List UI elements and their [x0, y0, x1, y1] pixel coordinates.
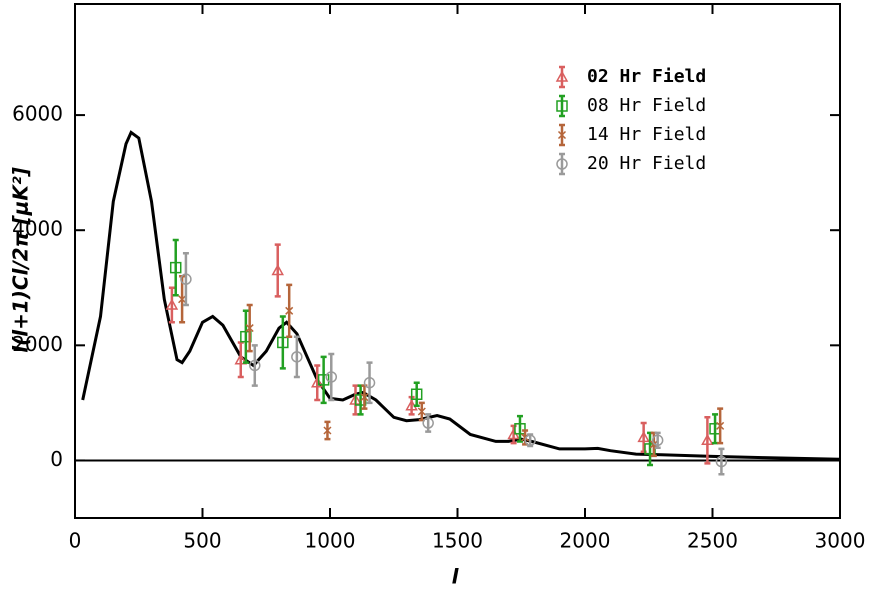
error-bar [559, 65, 565, 89]
data-point [245, 324, 254, 333]
data-point [291, 351, 303, 363]
error-bar [314, 364, 321, 402]
x-tick-label: 2500 [687, 529, 738, 553]
y-tick-label: 6000 [12, 102, 63, 126]
data-point [514, 423, 526, 435]
data-point [178, 295, 187, 304]
error-bar [293, 335, 300, 379]
error-bar [527, 433, 534, 448]
x-tick-label: 1500 [432, 529, 483, 553]
plot-frame [74, 3, 841, 519]
data-point [637, 430, 650, 443]
x-axis-label: l [452, 565, 460, 589]
data-point [323, 426, 332, 435]
error-bar [718, 447, 725, 476]
data-point [422, 417, 434, 429]
legend-marker [555, 70, 569, 82]
data-point [417, 407, 426, 416]
error-bar [712, 413, 719, 445]
data-point [317, 374, 330, 386]
error-bar [559, 94, 565, 118]
data-point [234, 353, 248, 365]
data-point [651, 434, 664, 447]
error-bar [251, 344, 258, 387]
data-point [271, 263, 284, 276]
error-bar [172, 238, 179, 297]
data-point [285, 306, 294, 315]
error-bar [366, 361, 373, 405]
data-point [169, 261, 182, 274]
data-point [310, 376, 324, 388]
data-point [716, 421, 725, 430]
data-point [360, 393, 369, 402]
error-bar [242, 309, 249, 364]
data-point [165, 298, 179, 310]
theory-curve [81, 130, 841, 461]
legend-marker [556, 100, 568, 112]
error-bar [328, 352, 335, 402]
data-point [715, 455, 728, 468]
error-bar [279, 315, 286, 370]
data-point [524, 434, 536, 447]
legend-label: 08 Hr Field [587, 95, 706, 116]
data-point [325, 371, 338, 383]
x-tick-label: 0 [69, 529, 82, 553]
error-bar [274, 243, 281, 298]
legend-label: 14 Hr Field [587, 124, 706, 145]
data-point [249, 359, 261, 372]
legend-label: 02 Hr Field [587, 66, 706, 87]
y-tick-label: 0 [50, 447, 63, 471]
y-tick-label: 4000 [12, 217, 63, 241]
y-tick-label: 2000 [12, 332, 63, 356]
legend-marker [556, 158, 568, 170]
data-point [410, 388, 423, 400]
error-bar [237, 341, 244, 379]
x-tick-label: 1000 [305, 529, 356, 553]
error-bar [516, 414, 523, 443]
data-point [180, 273, 192, 285]
x-tick-label: 3000 [815, 529, 866, 553]
error-bar [168, 286, 175, 324]
error-bar [182, 251, 189, 307]
error-bar [704, 416, 711, 465]
y-axis-label: l(l+1)Cl/2π [μK²] [9, 167, 33, 352]
error-bar [320, 355, 327, 405]
error-bar [413, 381, 420, 408]
legend-label: 20 Hr Field [587, 153, 706, 174]
data-point [701, 433, 714, 446]
error-bar [425, 413, 432, 433]
data-point [277, 336, 289, 349]
data-point [363, 376, 376, 389]
x-tick-label: 2000 [560, 529, 611, 553]
legend-marker [557, 130, 567, 140]
error-bar [559, 152, 565, 176]
x-tick-label: 500 [183, 529, 221, 553]
